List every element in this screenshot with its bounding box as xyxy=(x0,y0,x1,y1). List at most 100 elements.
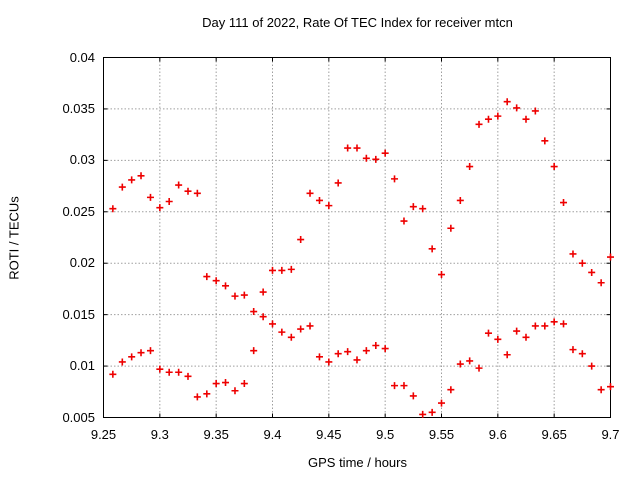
data-point xyxy=(569,250,577,258)
data-point xyxy=(231,292,239,300)
data-point xyxy=(137,349,145,357)
data-point xyxy=(578,350,586,358)
y-tick-label: 0.01 xyxy=(69,358,95,374)
data-point xyxy=(419,205,427,213)
data-point xyxy=(278,328,286,336)
data-point xyxy=(344,348,352,356)
data-point xyxy=(475,120,483,128)
data-point xyxy=(156,204,164,212)
data-point xyxy=(531,107,539,115)
data-point xyxy=(550,163,558,171)
data-point xyxy=(428,245,436,253)
x-tick-label: 9.5 xyxy=(376,427,395,442)
data-point xyxy=(494,112,502,120)
data-point xyxy=(438,271,445,279)
data-point xyxy=(193,393,201,401)
data-point xyxy=(503,351,511,359)
data-point xyxy=(409,203,417,211)
data-point xyxy=(466,357,474,365)
data-point xyxy=(231,387,239,395)
data-point xyxy=(269,320,276,328)
data-point xyxy=(222,379,230,387)
data-point xyxy=(109,370,117,378)
y-tick-label: 0.005 xyxy=(62,409,95,425)
data-point xyxy=(278,266,286,274)
data-point xyxy=(541,322,549,330)
data-point xyxy=(400,382,408,390)
data-point xyxy=(494,335,502,343)
data-point xyxy=(287,265,295,273)
data-point xyxy=(428,408,436,416)
y-tick-label: 0.04 xyxy=(69,49,95,65)
data-point xyxy=(118,358,126,366)
data-point xyxy=(522,333,530,341)
data-point xyxy=(522,115,530,123)
data-point xyxy=(146,347,154,355)
data-point xyxy=(400,217,408,225)
data-point xyxy=(475,364,483,372)
data-point xyxy=(240,291,248,299)
data-point xyxy=(240,380,248,388)
x-tick-label: 9.4 xyxy=(263,427,282,442)
plot-border xyxy=(103,57,611,418)
x-tick-label: 9.3 xyxy=(150,427,169,442)
data-point xyxy=(315,353,323,361)
y-tick-label: 0.025 xyxy=(62,203,95,219)
data-point xyxy=(381,149,389,157)
data-point xyxy=(109,205,117,213)
data-point xyxy=(325,358,333,366)
x-tick-label: 9.25 xyxy=(90,427,117,442)
data-point xyxy=(569,346,577,354)
data-point xyxy=(484,329,492,337)
data-point xyxy=(456,196,464,204)
data-point xyxy=(560,320,568,328)
data-point xyxy=(250,347,258,355)
data-point xyxy=(128,353,136,361)
data-point xyxy=(212,277,220,285)
data-point xyxy=(372,155,380,163)
data-point xyxy=(541,137,549,145)
data-point xyxy=(362,347,370,355)
data-point xyxy=(560,199,568,207)
y-tick-label: 0.02 xyxy=(69,255,95,271)
data-point xyxy=(287,333,295,341)
data-point xyxy=(447,224,455,232)
data-point xyxy=(607,253,614,261)
data-point xyxy=(588,362,596,370)
data-point xyxy=(353,356,361,364)
data-point xyxy=(203,390,211,398)
data-point xyxy=(438,399,445,407)
data-point xyxy=(588,268,596,276)
data-point xyxy=(184,372,192,380)
data-point xyxy=(466,163,474,171)
data-point xyxy=(156,365,164,373)
data-point xyxy=(165,198,173,205)
x-axis-label: GPS time / hours xyxy=(308,455,407,470)
data-point xyxy=(362,154,370,162)
data-point xyxy=(297,236,305,244)
x-tick-label: 9.6 xyxy=(488,427,507,442)
data-point xyxy=(306,322,314,330)
data-point xyxy=(137,172,145,180)
x-tick-label: 9.65 xyxy=(541,427,567,442)
data-point xyxy=(146,193,154,201)
data-point xyxy=(597,386,605,394)
data-point xyxy=(409,392,417,400)
data-point xyxy=(344,144,352,152)
data-point xyxy=(419,410,427,418)
data-point xyxy=(456,360,464,368)
data-point xyxy=(531,322,539,330)
data-point xyxy=(550,318,558,326)
chart-title: Day 111 of 2022, Rate Of TEC Index for r… xyxy=(202,15,513,30)
data-point xyxy=(269,266,276,274)
data-point xyxy=(334,350,342,358)
data-point xyxy=(128,176,136,184)
data-point xyxy=(372,342,380,349)
x-tick-label: 9.7 xyxy=(601,427,620,442)
y-tick-label: 0.015 xyxy=(62,306,95,322)
data-point xyxy=(175,181,183,189)
data-point xyxy=(513,104,521,112)
data-point xyxy=(513,327,521,335)
data-point xyxy=(503,98,511,106)
